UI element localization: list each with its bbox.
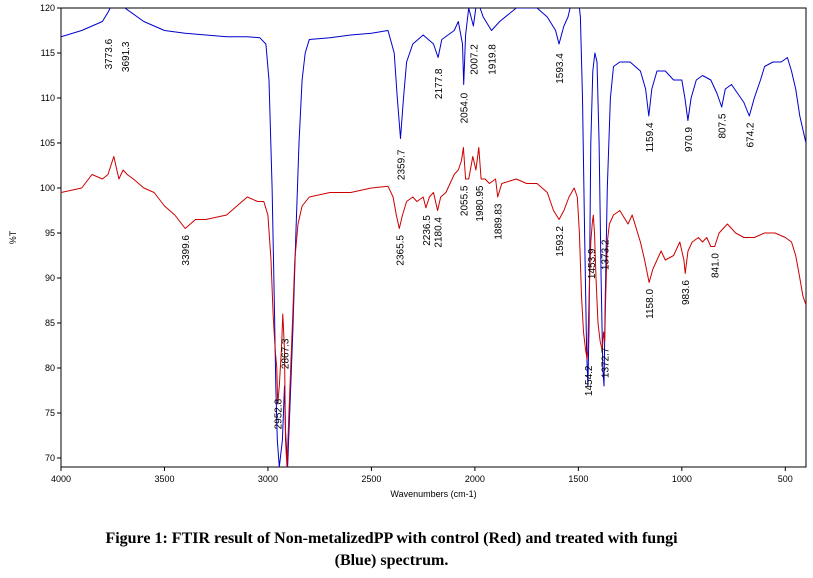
y-tick-label: 105 [40, 138, 55, 148]
x-tick-label: 1500 [568, 474, 588, 484]
peak-label: 2055.5 [459, 185, 470, 216]
peak-label: 1373.2 [601, 239, 612, 270]
x-tick-label: 2000 [465, 474, 485, 484]
peak-label: 1159.4 [645, 122, 656, 152]
x-tick-label: 4000 [51, 474, 71, 484]
x-tick-label: 500 [778, 474, 793, 484]
peak-label: 1158.0 [645, 289, 656, 319]
peak-label: 1453.9 [587, 248, 598, 279]
ftir-chart: 70 75 80 85 90 95 100 105 110 115 120 4000 3500 3000… [8, 3, 807, 499]
y-tick-label: 85 [45, 318, 55, 328]
peak-label: 807.5 [718, 113, 729, 138]
y-axis-label: %T [8, 230, 18, 244]
plot-frame [60, 7, 807, 468]
series-line-red [61, 147, 806, 467]
peak-label: 2007.2 [469, 44, 480, 75]
plot-border [60, 7, 807, 468]
peak-label: 2177.8 [434, 68, 445, 99]
peak-label: 1593.4 [555, 53, 566, 84]
x-tick-label: 3000 [258, 474, 278, 484]
peak-label: 970.9 [684, 127, 695, 152]
peak-label: 2867.3 [281, 338, 292, 369]
peak-label: 3773.6 [104, 38, 115, 69]
peak-label: 1454.2 [584, 365, 595, 396]
peak-labels: 3773.6 3691.3 2359.7 2177.8 2054.0 2007.2 1919… [104, 38, 756, 429]
peak-label: 1372.7 [601, 347, 612, 378]
y-tick-label: 110 [41, 93, 55, 103]
x-axis: 4000 3500 3000 2500 2000 1500 1000 500 [51, 467, 793, 484]
series-line-blue [61, 8, 806, 467]
plot-area [61, 8, 806, 467]
peak-label: 1889.83 [494, 203, 505, 240]
peak-label: 3399.6 [181, 235, 192, 266]
peak-label: 3691.3 [121, 41, 132, 72]
y-tick-label: 115 [41, 48, 55, 58]
peak-label: 2236.5 [422, 215, 433, 246]
peak-label: 1593.2 [555, 226, 566, 257]
figure-caption-line-2: (Blue) spectrum. [334, 552, 449, 569]
peak-label: 841.0 [711, 253, 722, 278]
x-tick-label: 3500 [154, 474, 174, 484]
peak-label: 2180.4 [434, 217, 445, 248]
peak-label: 2365.5 [395, 235, 406, 266]
peak-label: 2952.8 [274, 398, 285, 429]
y-tick-label: 75 [45, 408, 55, 418]
x-tick-label: 1000 [672, 474, 692, 484]
peak-label: 674.2 [745, 122, 756, 147]
figure-caption-line-1: Figure 1: FTIR result of Non-metalizedPP… [105, 530, 678, 547]
peak-label: 983.6 [681, 280, 692, 305]
peak-label: 1919.8 [488, 44, 499, 75]
y-tick-label: 90 [45, 273, 55, 283]
y-tick-label: 100 [40, 183, 55, 193]
x-tick-label: 2500 [361, 474, 381, 484]
peak-label: 2359.7 [397, 149, 408, 180]
peak-label: 2054.0 [460, 92, 471, 123]
x-axis-label: Wavenumbers (cm-1) [390, 489, 476, 499]
y-tick-label: 80 [45, 363, 55, 373]
y-tick-label: 120 [40, 3, 55, 13]
y-tick-label: 95 [45, 228, 55, 238]
peak-label: 1980.95 [475, 185, 486, 222]
y-axis: 70 75 80 85 90 95 100 105 110 115 120 [40, 3, 61, 463]
y-tick-label: 70 [45, 453, 55, 463]
